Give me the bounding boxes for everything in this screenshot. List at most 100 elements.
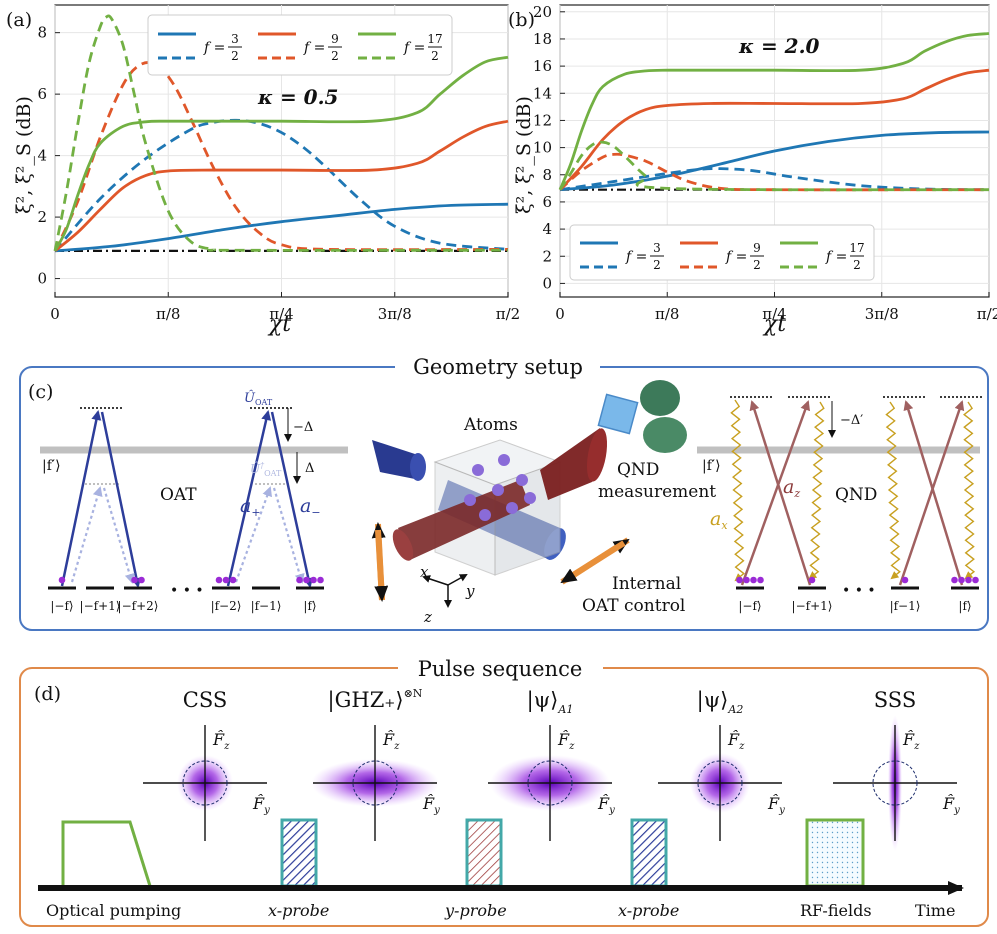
x-probe-pulse-2 [630,818,668,888]
legend-frac-den: 2 [331,49,339,63]
tick-label-y: 16 [533,57,552,75]
chart-a: (a) 0 π/8 π/4 3π/8 π/2 0 2 4 6 8 κ = 0.5 χt ξ², ξ… [6,4,520,337]
legend-frac-num: 17 [427,32,442,46]
tick-label-y: 0 [542,274,552,292]
fy-label: F̂y [597,794,615,816]
legend-label: f = [625,249,647,265]
legend-box [147,14,453,76]
population-dot [808,576,816,584]
ellipsis-right: • • • [842,583,876,599]
legend-label: f = [825,249,847,265]
tick-label-y: 10 [533,139,552,157]
panel-c-title: Geometry setup [413,355,583,379]
axis-z: z [423,608,432,626]
phase-space-4: F̂z F̂y |ψ⟩A2 [658,688,785,841]
oat-label: OAT [160,485,197,505]
fy-label: F̂y [767,794,785,816]
u-oat-label: ÛOAT [244,389,273,407]
a-z-label: az [783,476,800,500]
chart-b-ylabel: ξ², ξ²_S (dB) [513,96,535,214]
level-label: |−f+1⟩ [792,599,833,613]
tick-label-x: π/4 [762,305,786,323]
legend-label: f = [725,249,747,265]
chart-a-legend: f =32 f =92 f =172 [147,14,453,76]
f-prime-label: |f′⟩ [42,458,61,474]
transition-arrow-dashed [272,487,305,584]
a-plus-label: a+ [240,495,261,519]
tick-label-y: 8 [37,24,47,42]
tick-label-y: 6 [542,193,552,211]
population-dot [317,576,324,584]
level-label: |f−2⟩ [211,599,242,613]
tick-label-y: 4 [542,220,552,238]
legend-frac-num: 17 [849,241,864,255]
level-label: |−f+1⟩ [80,599,121,613]
qnd-meas-label-2: measurement [598,482,716,502]
transition-arrow [270,411,314,588]
fz-label: F̂z [212,730,230,752]
legend-frac-den: 2 [431,49,439,63]
level-label: |f⟩ [958,599,971,613]
series-green-solid [53,55,509,252]
population-dot [131,576,138,584]
series-orange-dashed [53,61,509,252]
tick-label-y: 20 [533,3,552,21]
legend-frac-den: 2 [653,258,661,272]
legend-frac-den: 2 [853,258,861,272]
panel-label-d: (d) [34,683,61,705]
tick-label-x: π/2 [977,305,997,323]
population-dot [965,576,972,584]
chart-a-xlabel: χt [267,312,291,337]
tick-label-y: 8 [542,166,552,184]
level-label: |f−1⟩ [251,599,282,613]
tick-label-y: 2 [37,208,47,226]
level-label: |f⟩ [303,599,316,613]
photon-wave [885,401,901,580]
level-label: |−f⟩ [50,599,73,613]
legend-frac-num: 3 [653,241,661,255]
population-dot [972,576,979,584]
tick-label-y: 12 [533,111,552,129]
photon-wave [808,401,825,580]
qnd-label: QND [835,485,877,505]
chart-b-legend: f =32 f =92 f =172 [569,224,875,281]
ground-levels-left: |−f⟩ |−f+1⟩|−f+2⟩ |f−2⟩ |f−1⟩ |f⟩ [48,576,324,613]
population-dot [958,576,965,584]
ellipsis: • • • [170,583,204,599]
series-blue-dashed [53,118,509,252]
reference-circle [527,760,573,806]
tick-label-x: π/2 [496,305,520,323]
chart-b-xlabel: χt [762,312,786,337]
label-optical-pumping: Optical pumping [46,901,181,920]
qnd-meas-label-1: QND [617,460,659,480]
transition-arrow-dashed [102,487,135,584]
population-dot [757,576,764,584]
legend-frac-num: 9 [331,32,339,46]
label-time: Time [915,901,955,920]
tick-label-x: π/4 [269,305,293,323]
population-dot [303,576,310,584]
population-dot [310,576,317,584]
legend-frac-den: 2 [231,49,239,63]
u-oat-dagger-label: Û†OAT [250,460,282,478]
delta-label: Δ [305,461,314,476]
population-dot [138,576,145,584]
panel-label-b: (b) [508,9,535,31]
tick-label-y: 2 [542,247,552,265]
panel-d-title-bg [398,652,603,682]
phase-space-5: F̂z F̂y SSS [833,688,960,851]
tick-label-x: π/8 [156,305,180,323]
label-y-probe: y-probe [444,901,507,920]
fz-label: F̂z [382,730,400,752]
series-orange-solid [558,68,990,191]
qnd-arrow [903,400,964,586]
photon-wave [963,401,976,580]
axis-y: y [465,582,475,600]
reference-circle [697,760,743,806]
y-probe-pulse [465,818,503,888]
panel-c-title-bg [395,352,600,382]
reference-circle [872,760,918,806]
legend-label: f = [203,40,225,56]
tick-label-y: 14 [533,84,552,102]
population-dot [215,576,223,584]
